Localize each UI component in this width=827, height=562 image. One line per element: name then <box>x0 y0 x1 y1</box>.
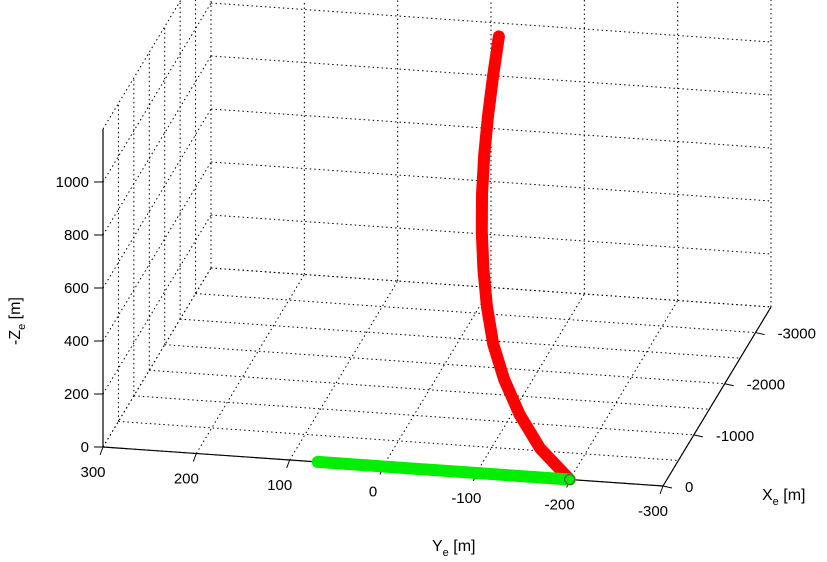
series-line-0 <box>475 30 576 486</box>
grid-line-side-z <box>102 55 212 236</box>
y-tick-label: -300 <box>638 503 668 520</box>
z-tick-label: 0 <box>81 439 89 456</box>
z-axis-label: -Ze [m] <box>7 297 28 345</box>
x-tick-label: 0 <box>685 479 693 496</box>
grid-line-floor-x <box>195 293 756 334</box>
grid-line-floor-y <box>475 293 585 474</box>
series-line-1 <box>311 455 576 486</box>
grid-line-side-z <box>102 108 212 289</box>
y-tick-label: 0 <box>369 484 377 501</box>
y-tick-label: -200 <box>545 497 575 514</box>
grid-line-back-z <box>210 2 772 43</box>
z-tick-label: 200 <box>64 386 89 403</box>
y-tick-label: -100 <box>451 490 481 507</box>
x-tick-mark <box>755 332 765 336</box>
axis-lines <box>94 129 772 495</box>
data-series <box>311 30 576 486</box>
start-marker <box>564 474 576 485</box>
x-axis-label: Xe [m] <box>762 487 805 508</box>
y-tick-mark <box>192 453 197 462</box>
y-tick-mark <box>659 485 664 495</box>
y-tick-label: 200 <box>174 471 199 488</box>
grid-line-side-z <box>102 0 182 130</box>
x-tick-mark <box>662 485 673 489</box>
z-tick-label: 800 <box>64 227 89 244</box>
grid-line-side-z <box>102 214 212 395</box>
x-tick-mark <box>693 434 703 438</box>
y-axis-label: Ye [m] <box>432 538 475 559</box>
z-tick-label: 400 <box>64 333 89 350</box>
grid-line-back-z <box>210 214 772 255</box>
z-tick-label: 1000 <box>56 174 89 191</box>
grid-line-side-z <box>102 161 212 342</box>
grid-line-side-z <box>102 267 212 448</box>
grid-line-floor-y <box>289 280 399 461</box>
grid-line-floor-x <box>133 395 694 436</box>
grid-line-floor-y <box>569 300 679 480</box>
x-tick-label: -1000 <box>716 428 754 445</box>
grid-lines <box>102 0 772 487</box>
y-tick-label: 300 <box>80 464 105 481</box>
grid-line-floor-y <box>382 287 492 467</box>
y-tick-label: 100 <box>267 477 292 494</box>
x-axis-line <box>662 306 772 487</box>
x-tick-label: -3000 <box>778 326 816 343</box>
grid-line-side-z <box>102 2 212 183</box>
grid-line-floor-x <box>164 344 725 385</box>
y-tick-mark <box>286 459 291 469</box>
x-tick-mark <box>724 383 734 387</box>
grid-line-floor-y <box>195 274 305 454</box>
x-tick-label: -2000 <box>747 377 785 394</box>
grid-line-floor-x <box>118 420 679 461</box>
grid-line-back-z <box>210 161 772 202</box>
grid-line-floor-x <box>149 369 710 410</box>
y-tick-mark <box>99 446 104 456</box>
z-tick-label: 600 <box>64 280 89 297</box>
tick-labels: 300 200 100 0 -100 -200 -3000-1000-2000-300002… <box>56 174 816 520</box>
